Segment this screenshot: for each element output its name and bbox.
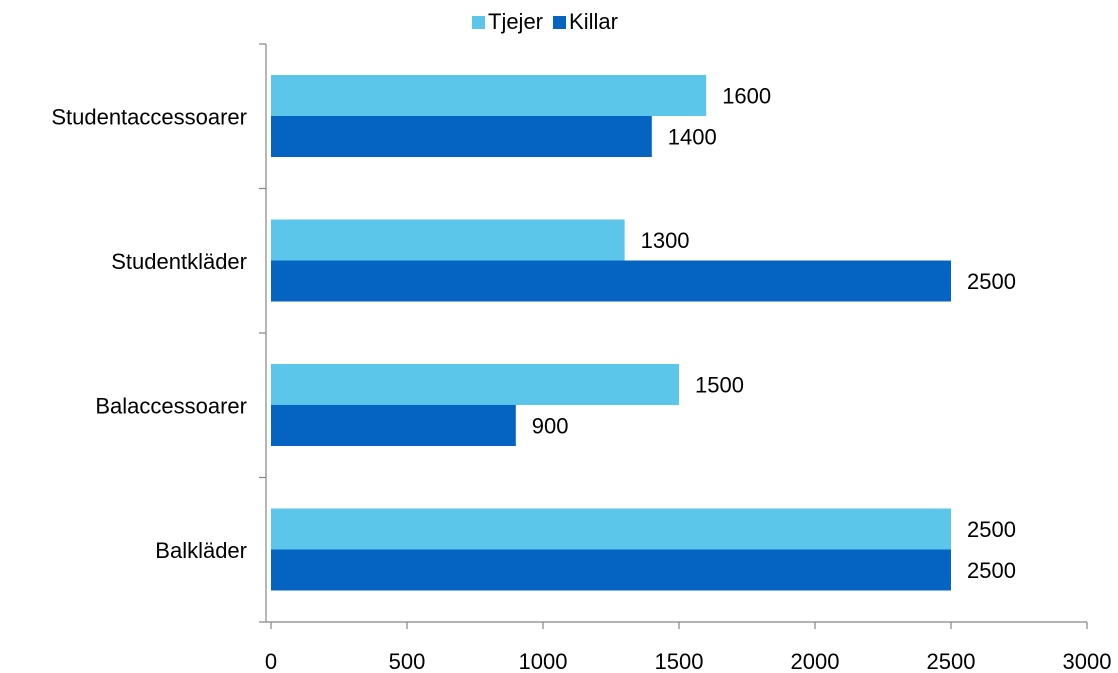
bar-killar-studentklader (271, 260, 951, 302)
data-label-tjejer-balklader: 2500 (967, 517, 1016, 542)
x-tick-label-1000: 1000 (519, 649, 568, 673)
data-label-killar-studentklader: 2500 (967, 269, 1016, 294)
x-tick-label-2500: 2500 (927, 649, 976, 673)
bar-tjejer-studentaccessoarer (271, 75, 707, 116)
bar-killar-balaccessoarer (271, 405, 516, 446)
category-label-balaccessoarer: Balaccessoarer (95, 393, 247, 418)
bar-tjejer-balaccessoarer (271, 364, 679, 405)
legend-swatch-tjejer (472, 16, 485, 29)
data-label-killar-studentaccessoarer: 1400 (668, 125, 717, 150)
x-tick-label-0: 0 (265, 649, 277, 673)
data-label-tjejer-studentaccessoarer: 1600 (722, 84, 771, 109)
data-label-tjejer-studentklader: 1300 (641, 228, 690, 253)
data-label-tjejer-balaccessoarer: 1500 (695, 373, 744, 398)
legend-swatch-killar (553, 16, 567, 29)
bar-tjejer-studentklader (271, 219, 625, 261)
bar-tjejer-balklader (271, 508, 951, 550)
bars (271, 75, 951, 591)
data-label-killar-balaccessoarer: 900 (532, 414, 569, 439)
bar-killar-studentaccessoarer (271, 116, 652, 157)
legend-label-tjejer: Tjejer (488, 9, 543, 34)
data-label-killar-balklader: 2500 (967, 558, 1016, 583)
x-tick-label-500: 500 (389, 649, 426, 673)
bar-killar-balklader (271, 549, 951, 591)
category-label-balklader: Balkläder (155, 538, 247, 563)
legend-label-killar: Killar (569, 9, 618, 34)
x-tick-label-3000: 3000 (1063, 649, 1112, 673)
category-label-studentklader: Studentkläder (111, 249, 247, 274)
axes (259, 43, 1088, 629)
category-label-studentaccessoarer: Studentaccessoarer (51, 104, 247, 129)
x-tick-label-1500: 1500 (655, 649, 704, 673)
x-tick-label-2000: 2000 (791, 649, 840, 673)
legend: Tjejer Killar (472, 9, 618, 34)
